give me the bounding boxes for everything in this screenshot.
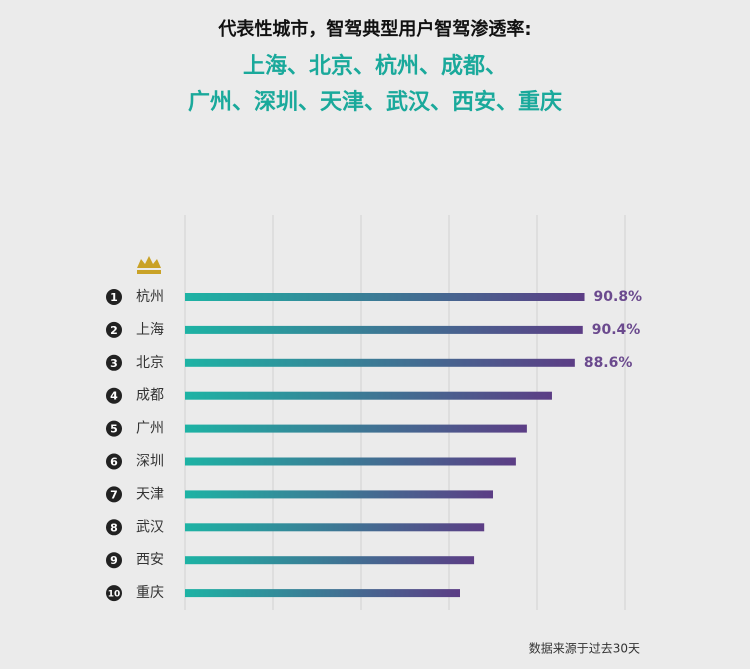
subtitle: 广州、深圳、天津、武汉、西安、重庆: [188, 89, 562, 115]
category-label: 广州: [136, 421, 164, 437]
category-label: 上海: [136, 322, 164, 338]
rank-badge: [106, 420, 122, 437]
bar: [185, 358, 575, 367]
rank-badge: [106, 585, 122, 602]
bar: [185, 424, 527, 433]
value-label: 90.4%: [592, 322, 641, 338]
bar: [185, 391, 552, 400]
category-label: 成都: [136, 388, 164, 404]
value-label: 88.6%: [584, 355, 633, 371]
category-label: 北京: [136, 355, 164, 371]
rank-badge: [106, 321, 122, 338]
rank-number: 3: [110, 357, 118, 370]
category-label: 天津: [136, 486, 164, 502]
bar: [185, 523, 485, 532]
category-label: 重庆: [136, 585, 164, 601]
crown-icon: [137, 256, 161, 274]
rank-badge: [106, 387, 122, 404]
rank-number: 7: [110, 488, 118, 501]
rank-number: 8: [110, 521, 118, 534]
bar: [185, 556, 475, 565]
bar: [185, 293, 585, 301]
rank-number: 2: [110, 324, 118, 337]
rank-badge: [106, 552, 122, 569]
rank-badge: [106, 289, 122, 305]
bar: [185, 589, 460, 598]
bar: [185, 490, 493, 499]
rank-number: 6: [110, 456, 118, 469]
rank-number: 9: [110, 554, 118, 567]
rank-badge: [106, 519, 122, 536]
bar: [185, 457, 516, 466]
category-label: 西安: [136, 552, 164, 568]
rank-badge: [106, 354, 122, 371]
rank-number: 4: [110, 390, 118, 403]
chart-title: 代表性城市，智驾典型用户智驾渗透率:: [217, 18, 531, 40]
value-label: 90.8%: [594, 289, 643, 305]
category-label: 杭州: [136, 289, 164, 305]
bar: [185, 325, 583, 334]
category-label: 深圳: [136, 454, 164, 470]
source-note: 数据来源于过去30天: [529, 641, 640, 656]
subtitle: 上海、北京、杭州、成都、: [243, 53, 507, 79]
rank-number: 1: [110, 291, 118, 304]
rank-number: 5: [110, 423, 118, 436]
category-label: 武汉: [136, 519, 164, 535]
rank-number: 10: [108, 590, 121, 600]
rank-badge: [106, 486, 122, 503]
rank-badge: [106, 453, 122, 470]
